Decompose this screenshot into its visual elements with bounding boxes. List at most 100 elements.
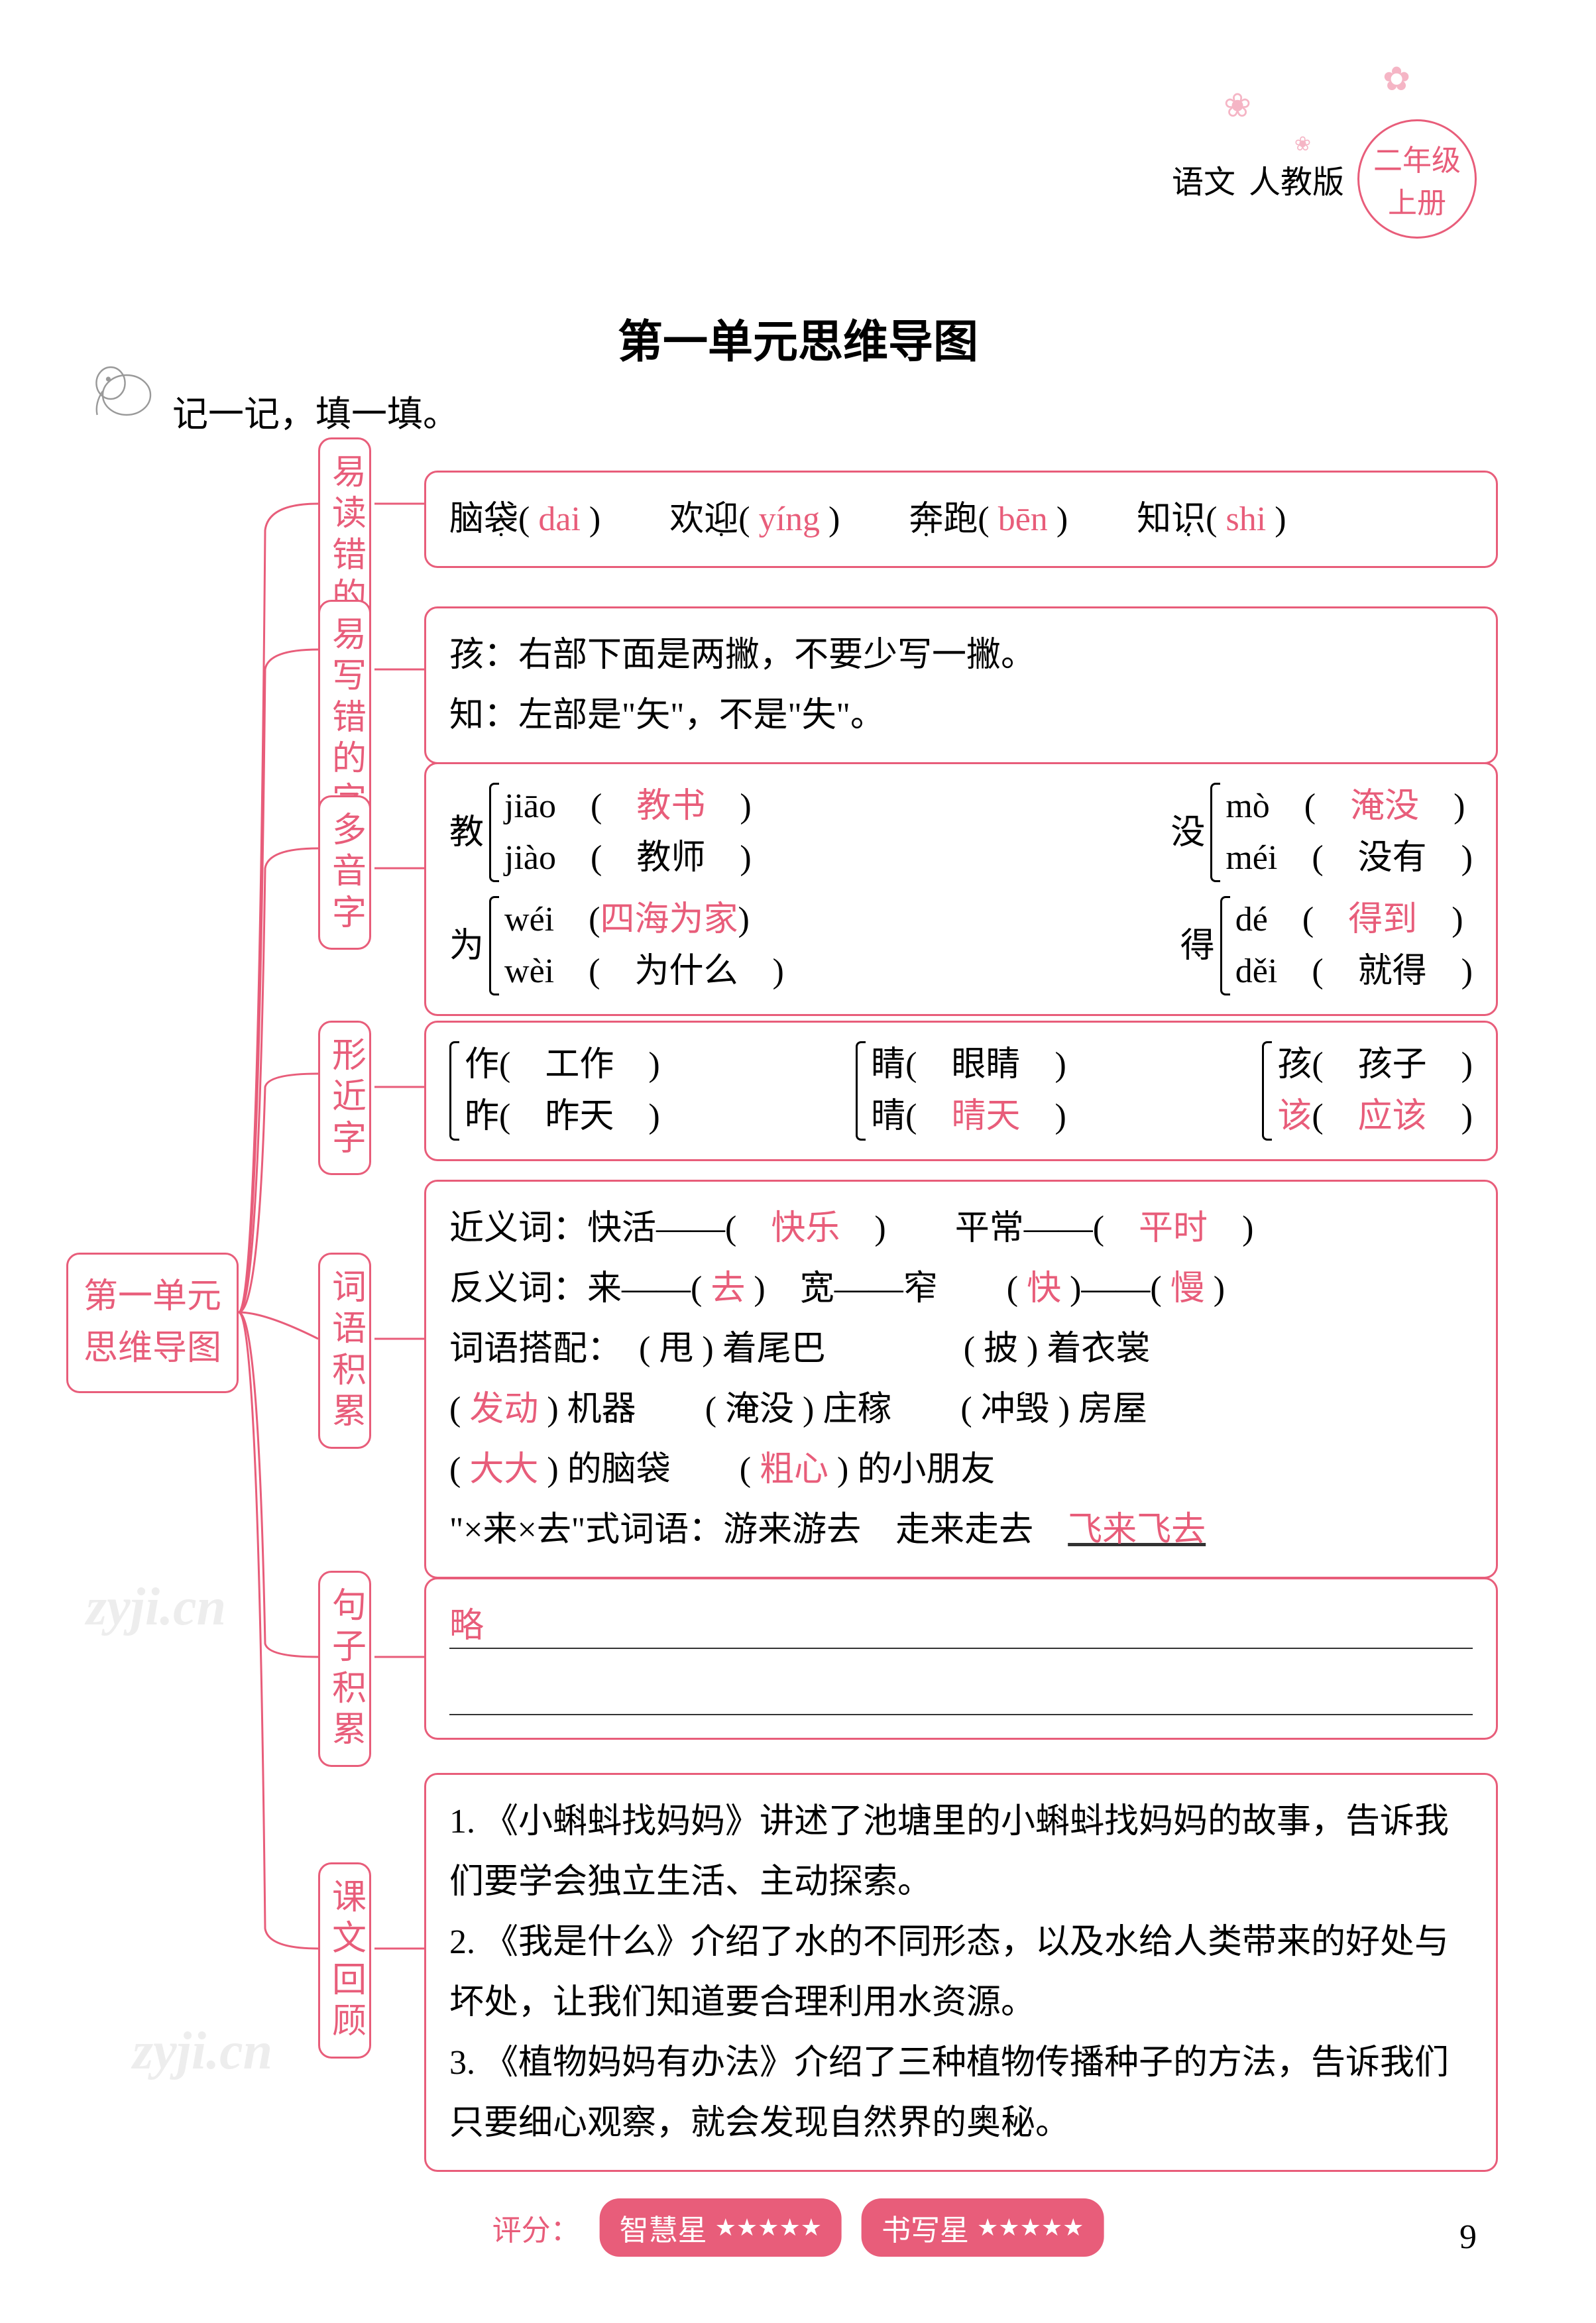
c1-w2: 欢 — [669, 500, 704, 538]
c5-ant1a: 来 — [587, 1270, 622, 1308]
grade-text: 二年级 — [1373, 137, 1461, 179]
c3-g2: 为 wéi (四海为家) wèi ( 为什么 ) — [449, 894, 784, 997]
c3-g4-r1p: dé — [1235, 901, 1268, 938]
c5-ant2b: 窄 — [903, 1270, 938, 1308]
c5-c7b: 的小朋友 — [857, 1451, 995, 1489]
score-label: 评分： — [492, 2206, 580, 2249]
c5-pat-row: "×来×去"式词语：游来游去 走来走去 飞来飞去 — [449, 1500, 1473, 1560]
c3-g2-r2p: wèi — [504, 952, 554, 990]
c5-c1b: 着尾巴 — [722, 1330, 826, 1368]
c5-c7a: 粗心 — [760, 1451, 828, 1489]
c4-p2bw: 晴天 — [952, 1098, 1021, 1135]
grade-badge: 二年级 上册 — [1357, 119, 1477, 239]
c3-g2-r1a: 四海为家 — [600, 901, 738, 938]
flower-deco-3: ✿ — [1383, 60, 1410, 98]
c2-line1: 孩：右部下面是两撇，不要少写一撇。 — [449, 625, 1473, 685]
c5-pat1: 游来游去 — [723, 1511, 861, 1549]
c1-w1: 脑 — [449, 500, 484, 538]
c5-syn2b: 平时 — [1139, 1210, 1208, 1247]
c4-p2aw: 眼睛 — [952, 1046, 1021, 1084]
c5-col-row2: ( 发动 ) 机器 ( 淹没 ) 庄稼 ( 冲毁 ) 房屋 — [449, 1379, 1473, 1440]
c1-p4: shi — [1226, 500, 1267, 538]
c5-c6a: 大大 — [469, 1451, 538, 1489]
topic-6-content: 略 — [424, 1577, 1498, 1740]
topic-3-label: 多音字 — [318, 795, 371, 950]
subject-label: 语文 — [1172, 156, 1235, 202]
topic-7-content: 1. 《小蝌蚪找妈妈》讲述了池塘里的小蝌蚪找妈妈的故事，告诉我们要学会独立生活、… — [424, 1773, 1498, 2172]
badge2-stars: ★★★★★ — [977, 2214, 1084, 2241]
elephant-icon — [80, 351, 166, 431]
c3-g4: 得 dé ( 得到 ) děi ( 就得 ) — [1180, 894, 1473, 997]
c1-w2c: 迎 — [704, 500, 738, 538]
c5-ant-label: 反义词： — [449, 1270, 587, 1308]
c1-w3c: 奔 — [909, 500, 943, 538]
c3-g3: 没 mò ( 淹没 ) méi ( 没有 ) — [1170, 781, 1473, 884]
c1-w4c: 识 — [1171, 500, 1206, 538]
c5-c5b: 房屋 — [1078, 1390, 1147, 1428]
page-footer: 评分： 智慧星 ★★★★★ 书写星 ★★★★★ — [492, 2198, 1104, 2257]
root-label-l1: 第一单元 — [84, 1278, 221, 1316]
badge1-stars: ★★★★★ — [715, 2214, 822, 2241]
c5-ant2a: 宽 — [800, 1270, 834, 1308]
topic-6-label: 句子积累 — [318, 1571, 371, 1767]
c7-p3: 3. 《植物妈妈有办法》介绍了三种植物传播种子的方法，告诉我们只要细心观察，就会… — [449, 2033, 1473, 2153]
c5-ant1b: 去 — [711, 1270, 745, 1308]
c5-c4b: 庄稼 — [823, 1390, 891, 1428]
c4-p3b: 该 — [1277, 1098, 1312, 1135]
c4-p3a: 孩 — [1277, 1046, 1312, 1084]
c5-syn-label: 近义词： — [449, 1210, 587, 1247]
topic-2-content: 孩：右部下面是两撇，不要少写一撇。 知：左部是"矢"，不是"失"。 — [424, 606, 1498, 764]
topic-7-label: 课文回顾 — [318, 1862, 371, 2059]
c5-c6b: 的脑袋 — [567, 1451, 671, 1489]
c3-g1-r1a: 教书 — [636, 787, 705, 825]
c3-g1: 教 jiāo ( 教书 ) jiào ( 教师 ) — [449, 781, 752, 884]
c4-p1a: 作 — [465, 1046, 499, 1084]
c5-c3b: 机器 — [567, 1390, 636, 1428]
c3-g3-r2a: 没有 — [1358, 839, 1427, 877]
c7-p2: 2. 《我是什么》介绍了水的不同形态，以及水给人类带来的好处与坏处，让我们知道要… — [449, 1912, 1473, 2033]
volume-text: 上册 — [1388, 179, 1446, 221]
c4-p1: 作( 工作 ) 昨( 昨天 ) — [449, 1039, 660, 1143]
c1-w3: 跑 — [943, 500, 978, 538]
c5-syn-row: 近义词：快活——( 快乐 ) 平常——( 平时 ) — [449, 1198, 1473, 1259]
c5-c2a: 披 — [984, 1330, 1018, 1368]
topic-1-content: 脑袋( dai ) 欢迎( yíng ) 奔跑( bēn ) 知识( shi ) — [424, 471, 1498, 568]
c5-c1a: 甩 — [659, 1330, 693, 1368]
c3-g3-char: 没 — [1170, 803, 1205, 863]
c5-c3a: 发动 — [469, 1390, 538, 1428]
c3-g4-r2p: děi — [1235, 952, 1278, 990]
page-number: 9 — [1459, 2218, 1477, 2257]
edition-label: 人教版 — [1249, 156, 1344, 202]
c5-col-row3: ( 大大 ) 的脑袋 ( 粗心 ) 的小朋友 — [449, 1440, 1473, 1500]
c1-p3: bēn — [998, 500, 1048, 538]
c4-p3aw: 孩子 — [1358, 1046, 1427, 1084]
c4-p2a: 睛 — [871, 1046, 905, 1084]
c3-g2-r1p: wéi — [504, 901, 554, 938]
c3-g4-char: 得 — [1180, 916, 1215, 976]
topic-3-content: 教 jiāo ( 教书 ) jiào ( 教师 ) 没 mò ( 淹没 ) mé… — [424, 762, 1498, 1016]
c3-g1-r1p: jiāo — [504, 787, 556, 825]
subtitle-text: 记一记，填一填。 — [172, 384, 459, 437]
topic-5-label: 词语积累 — [318, 1253, 371, 1449]
c3-g2-r2a: 为什么 — [634, 952, 738, 990]
c5-ant-row: 反义词：来——( 去 ) 宽——窄 ( 快 )——( 慢 ) — [449, 1259, 1473, 1319]
c3-g4-r2a: 就得 — [1358, 952, 1427, 990]
c3-g3-r2p: méi — [1226, 839, 1277, 877]
c4-p3: 孩( 孩子 ) 该( 应该 ) — [1262, 1039, 1473, 1143]
c4-p1aw: 工作 — [545, 1046, 614, 1084]
c3-g1-char: 教 — [449, 803, 484, 863]
c4-p2: 睛( 眼睛 ) 晴( 晴天 ) — [856, 1039, 1066, 1143]
c5-syn1b: 快乐 — [771, 1210, 840, 1247]
c1-w1c: 袋 — [484, 500, 518, 538]
c2-line2: 知：左部是"矢"，不是"失"。 — [449, 685, 1473, 746]
c1-p1: dai — [538, 500, 581, 538]
c5-ant3b: 慢 — [1170, 1270, 1205, 1308]
topic-4-label: 形近字 — [318, 1021, 371, 1175]
c7-p1: 1. 《小蝌蚪找妈妈》讲述了池塘里的小蝌蚪找妈妈的故事，告诉我们要学会独立生活、… — [449, 1791, 1473, 1912]
c3-g1-r2a: 教师 — [636, 839, 705, 877]
c3-g3-r1a: 淹没 — [1350, 787, 1419, 825]
c6-answer: 略 — [449, 1607, 484, 1645]
c5-pat2: 走来走去 — [895, 1511, 1033, 1549]
c5-col-row1: 词语搭配： ( 甩 ) 着尾巴 ( 披 ) 着衣裳 — [449, 1319, 1473, 1379]
c1-w4: 知 — [1137, 500, 1171, 538]
